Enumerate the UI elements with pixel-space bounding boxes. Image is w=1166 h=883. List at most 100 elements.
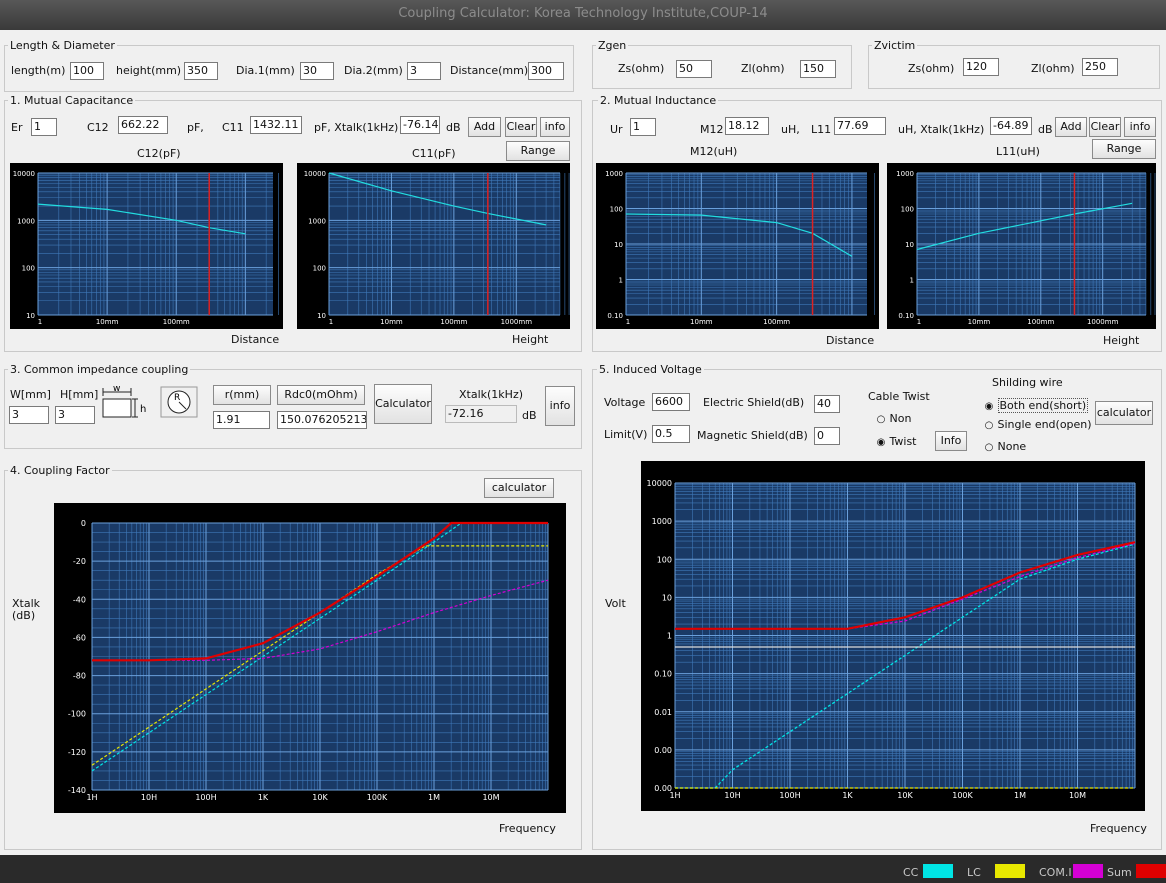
status-legend-bar — [0, 855, 1166, 883]
cap-clear-button[interactable]: Clear — [505, 117, 537, 137]
common-xtalk-label: Xtalk(1kHz) — [459, 388, 524, 401]
y-tick-label: 10000 — [647, 479, 672, 488]
data-line — [328, 172, 547, 226]
y-tick-label: 1 — [910, 277, 914, 285]
radio-empty-icon: ○ — [984, 420, 994, 431]
m12-plot-title: M12(uH) — [690, 145, 738, 158]
coupling-factor-legend: 4. Coupling Factor — [8, 464, 112, 477]
er-label: Er — [11, 121, 23, 134]
cap-add-button[interactable]: Add — [468, 117, 501, 137]
coupling-calculator-button[interactable]: calculator — [484, 478, 554, 498]
x-tick-label: 100K — [367, 793, 388, 802]
twist-info-button[interactable]: Info — [935, 431, 967, 451]
c12-output: 662.22 — [118, 116, 168, 134]
zvictim-zs-input[interactable]: 120 — [963, 58, 999, 76]
common-info-button[interactable]: info — [545, 386, 575, 426]
x-tick-label: 100H — [195, 793, 216, 802]
series-sum-line — [675, 541, 1136, 630]
h-input[interactable]: 3 — [55, 406, 95, 424]
radio-empty-icon: ○ — [876, 414, 886, 425]
induced-xlabel: Frequency — [1090, 822, 1147, 835]
shield-wire-title: Shilding wire — [992, 376, 1063, 389]
ind-clear-button[interactable]: Clear — [1089, 117, 1121, 137]
x-tick-label: 100H — [779, 791, 800, 800]
legend-sum-swatch — [1136, 864, 1166, 878]
data-line — [37, 203, 246, 235]
rdc-button[interactable]: Rdc0(mOhm) — [277, 385, 365, 405]
mshield-label: Magnetic Shield(dB) — [697, 429, 808, 442]
rect-icon-w: w — [113, 384, 120, 394]
xtalk-ylabel: Xtalk (dB) — [12, 597, 41, 622]
cap-range-button[interactable]: Range — [506, 141, 570, 161]
zgen-zl-input[interactable]: 150 — [800, 60, 836, 78]
induced-calculator-button[interactable]: calculator — [1095, 401, 1153, 425]
common-xtalk-output: -72.16 — [445, 405, 517, 423]
twist-twist-radio[interactable]: ◉ Twist — [876, 435, 917, 448]
zvictim-group — [868, 45, 1160, 89]
y-tick-label: 1000 — [308, 217, 326, 225]
common-impedance-legend: 3. Common impedance coupling — [8, 363, 191, 376]
shield-single-radio[interactable]: ○ Single end(open) — [984, 418, 1092, 431]
limit-label: Limit(V) — [604, 428, 648, 441]
ur-input[interactable]: 1 — [630, 118, 656, 136]
y-tick-label: 0.00 — [654, 784, 672, 793]
eshield-input[interactable]: 40 — [814, 395, 840, 413]
twist-twist-label: Twist — [889, 435, 917, 448]
x-tick-label: 10mm — [96, 318, 119, 326]
cap-xtalk-output: -76.14 — [400, 116, 440, 134]
shield-both-radio[interactable]: ◉ Both end(short) — [984, 398, 1089, 413]
ind-add-button[interactable]: Add — [1055, 117, 1087, 137]
cap-info-button[interactable]: info — [540, 117, 570, 137]
twist-non-radio[interactable]: ○ Non — [876, 412, 912, 425]
y-tick-label: 1000 — [605, 170, 623, 178]
mutual-inductance-legend: 2. Mutual Inductance — [598, 94, 719, 107]
common-calculator-button[interactable]: Calculator — [374, 384, 432, 424]
er-input[interactable]: 1 — [31, 118, 57, 136]
zvictim-zl-input[interactable]: 250 — [1082, 58, 1118, 76]
l11-plot-title: L11(uH) — [996, 145, 1040, 158]
x-tick-label: 10H — [141, 793, 157, 802]
common-impedance-group — [4, 369, 582, 449]
zgen-legend: Zgen — [596, 39, 629, 52]
x-tick-label: 1 — [917, 318, 921, 326]
length-input[interactable]: 100 — [70, 62, 104, 80]
distance-input[interactable]: 300 — [528, 62, 564, 80]
r-button[interactable]: r(mm) — [213, 385, 271, 405]
m12-unit: uH, — [781, 123, 800, 136]
c11-label: C11 — [222, 121, 244, 134]
cable-twist-title: Cable Twist — [868, 390, 930, 403]
x-tick-label: 100mm — [163, 318, 190, 326]
c11-xlabel: Height — [512, 333, 549, 346]
y-tick-label: 100 — [610, 206, 623, 214]
l11-plot: 0.10 1 10 100 1000 1 10mm 100mm 1000mm — [887, 163, 1156, 329]
dia2-input[interactable]: 3 — [407, 62, 441, 80]
radio-empty-icon: ○ — [984, 442, 994, 453]
rdc-output: 150.076205213 — [277, 411, 367, 429]
zgen-zs-input[interactable]: 50 — [676, 60, 712, 78]
y-tick-label: 10 — [614, 241, 623, 249]
coupling-xlabel: Frequency — [499, 822, 556, 835]
w-input[interactable]: 3 — [9, 406, 49, 424]
plot-area — [329, 173, 560, 315]
shield-none-radio[interactable]: ○ None — [984, 440, 1027, 453]
voltage-input[interactable]: 6600 — [652, 393, 690, 411]
x-tick-label: 10K — [897, 791, 913, 800]
c12-label: C12 — [87, 121, 109, 134]
legend-cc-swatch — [923, 864, 953, 878]
y-tick-label: 1 — [667, 632, 672, 641]
data-line — [625, 213, 853, 257]
l11-label: L11 — [811, 123, 832, 136]
shield-both-label: Both end(short) — [997, 398, 1089, 413]
y-tick-label: 10 — [905, 241, 914, 249]
x-tick-label: 1 — [38, 318, 42, 326]
mshield-input[interactable]: 0 — [814, 427, 840, 445]
y-tick-label: 0.10 — [898, 312, 914, 320]
dia1-input[interactable]: 30 — [300, 62, 334, 80]
ind-range-button[interactable]: Range — [1092, 139, 1156, 159]
x-tick-label: 100K — [952, 791, 973, 800]
ind-info-button[interactable]: info — [1124, 117, 1156, 137]
height-input[interactable]: 350 — [184, 62, 218, 80]
voltage-label: Voltage — [604, 396, 646, 409]
limit-input[interactable]: 0.5 — [652, 425, 690, 443]
x-tick-label: 10mm — [380, 318, 403, 326]
